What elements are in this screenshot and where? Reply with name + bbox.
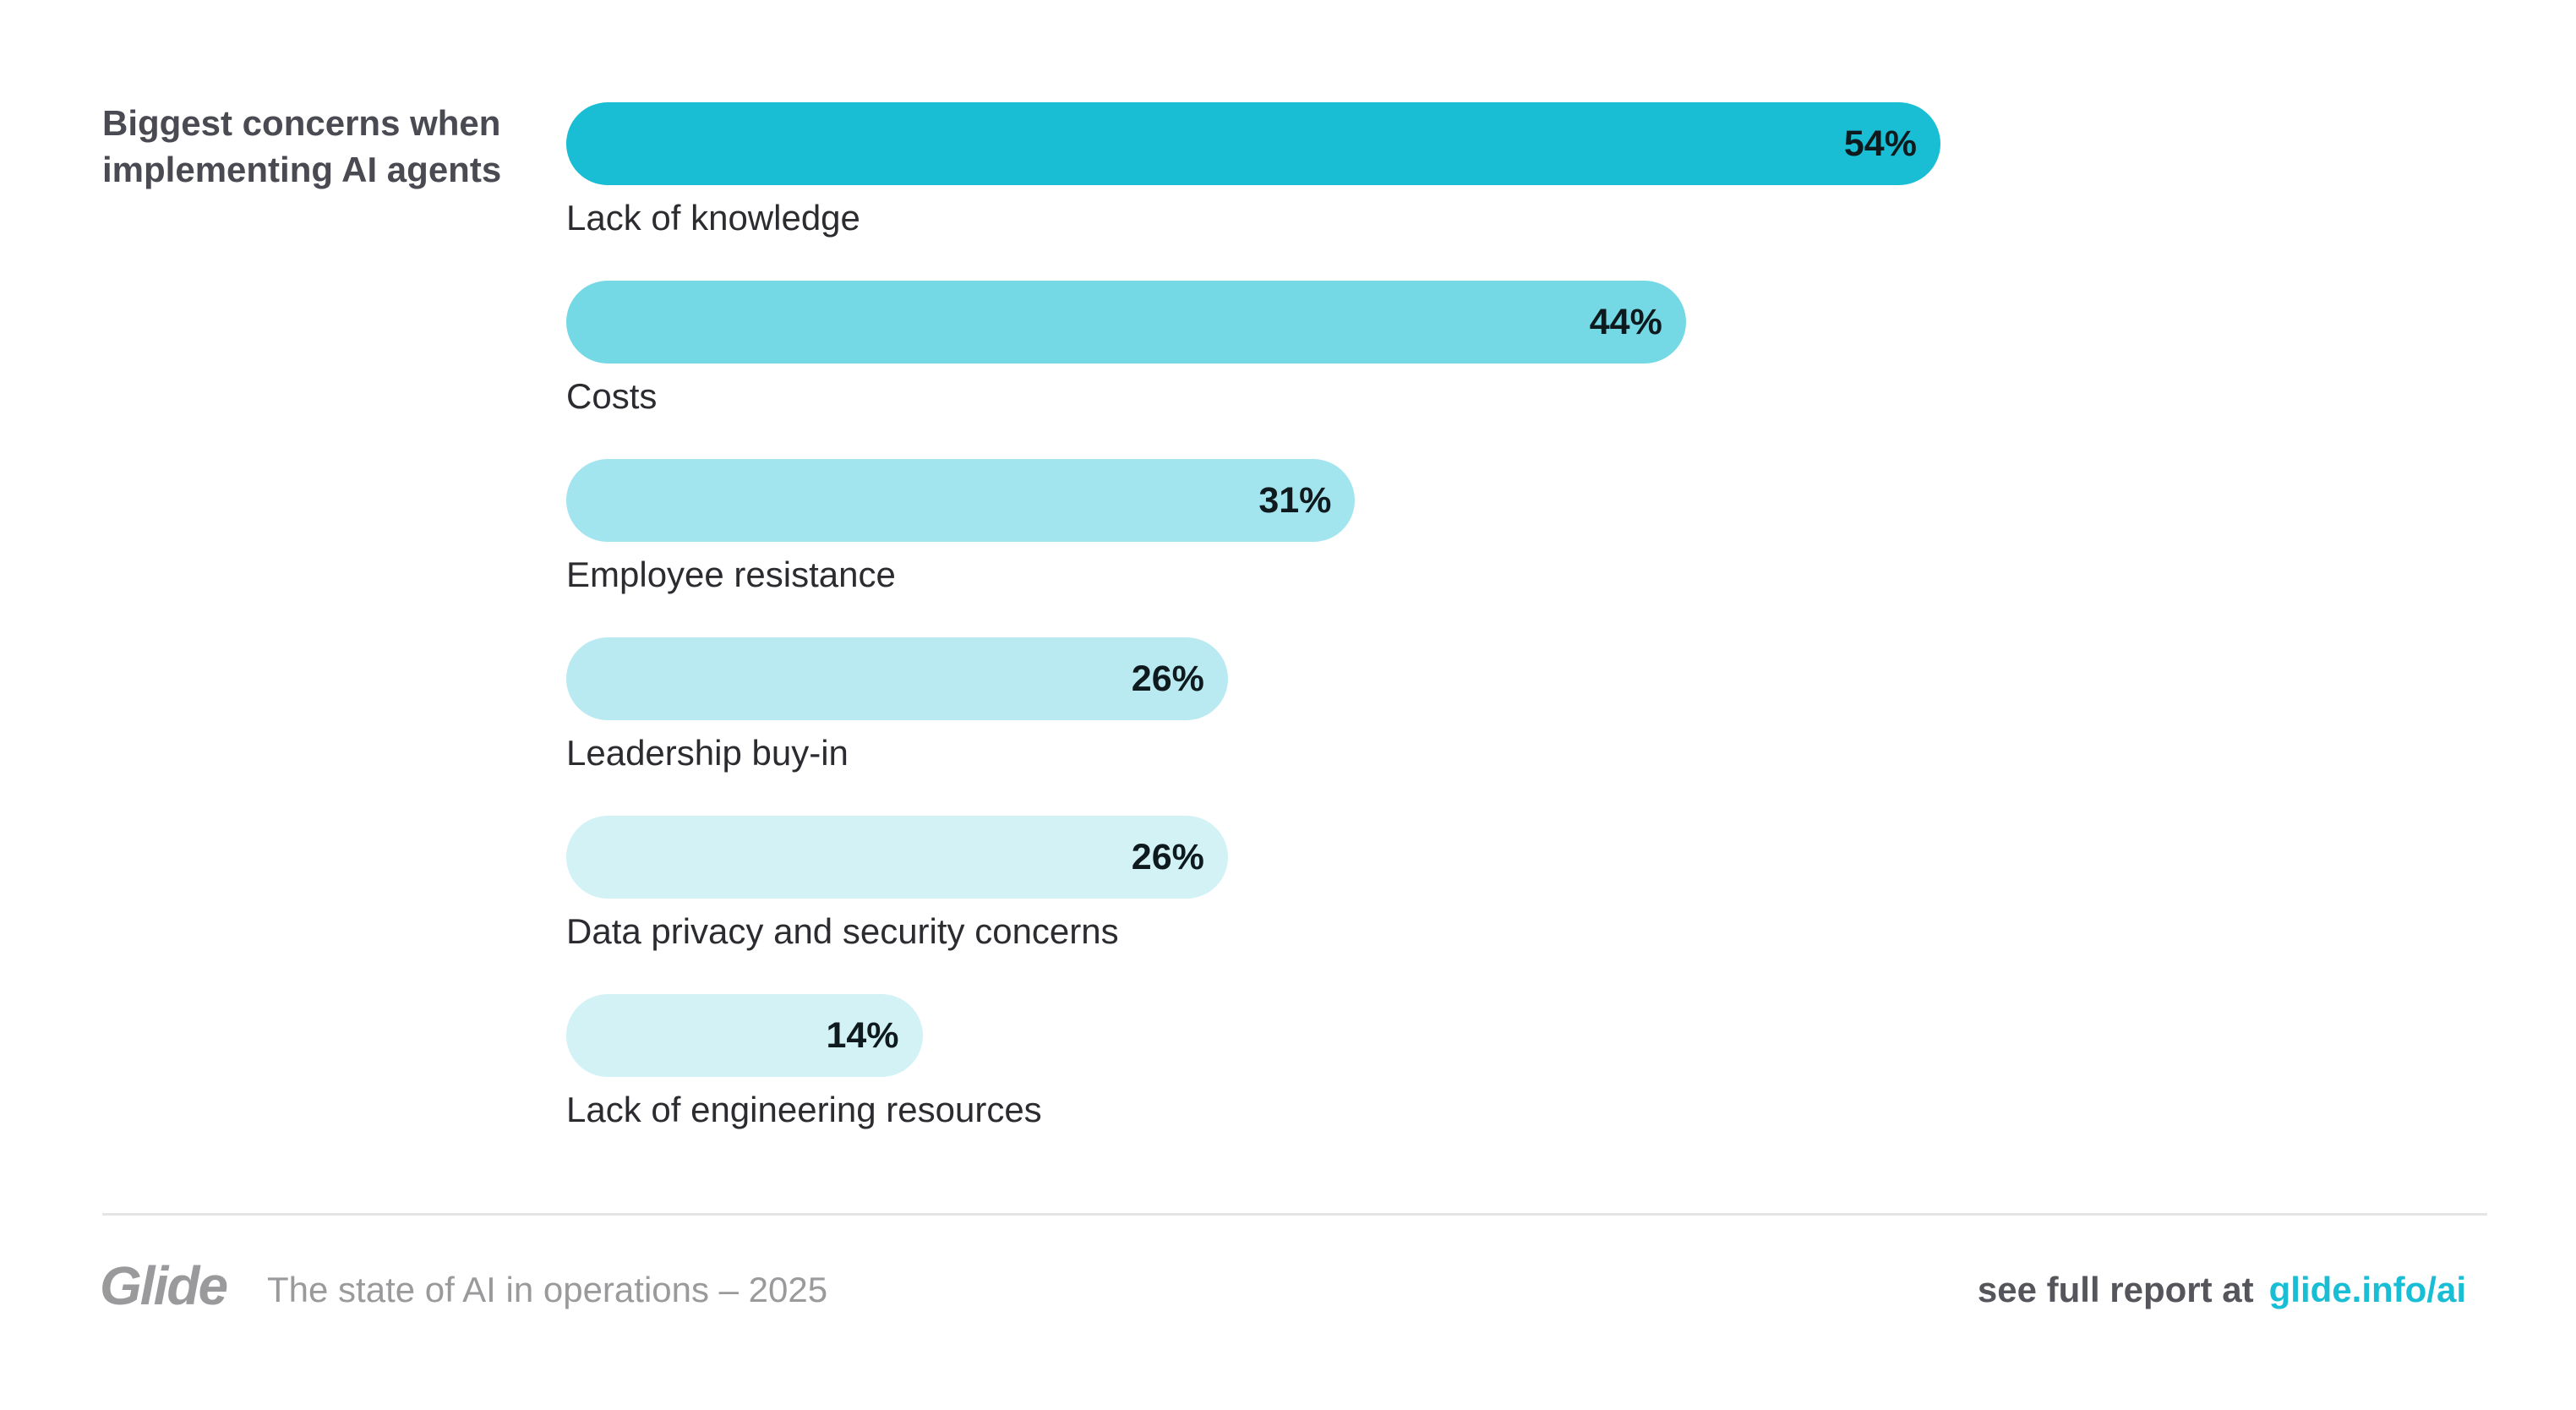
report-link[interactable]: glide.info/ai	[2268, 1270, 2466, 1309]
bar-row: 31% Employee resistance	[566, 459, 1356, 596]
value-label: 44%	[1589, 302, 1662, 342]
bar: 31%	[566, 459, 1356, 542]
value-label: 54%	[1843, 123, 1917, 164]
category-label: Employee resistance	[566, 555, 896, 594]
bar: 26%	[566, 637, 1228, 720]
category-label: Lack of knowledge	[566, 198, 860, 238]
bar: 44%	[566, 281, 1686, 363]
report-subtitle: The state of AI in operations – 2025	[267, 1270, 828, 1309]
bar-row: 54% Lack of knowledge	[566, 102, 1940, 239]
value-label: 26%	[1131, 659, 1204, 699]
cta-text: see full report at	[1977, 1270, 2254, 1309]
value-label: 26%	[1131, 837, 1204, 877]
category-label: Lack of engineering resources	[566, 1090, 1042, 1129]
category-label: Costs	[566, 376, 658, 416]
bar: 26%	[566, 816, 1228, 899]
category-label: Leadership buy-in	[566, 733, 849, 773]
value-label: 31%	[1258, 480, 1332, 521]
chart-title: Biggest concerns when implementing AI ag…	[102, 103, 502, 189]
bar: 54%	[566, 102, 1940, 185]
bar: 14%	[566, 994, 923, 1077]
bar-row: 44% Costs	[566, 281, 1686, 418]
value-label: 14%	[826, 1015, 899, 1056]
glide-logo: Glide	[100, 1255, 228, 1316]
full-report-cta: see full report at glide.info/ai	[1978, 1270, 2466, 1310]
bar-row: 26% Leadership buy-in	[566, 637, 1228, 774]
footer-divider	[102, 1213, 2487, 1216]
category-label: Data privacy and security concerns	[566, 911, 1119, 951]
bar-row: 26% Data privacy and security concerns	[566, 816, 1228, 953]
bar-row: 14% Lack of engineering resources	[566, 994, 1042, 1131]
